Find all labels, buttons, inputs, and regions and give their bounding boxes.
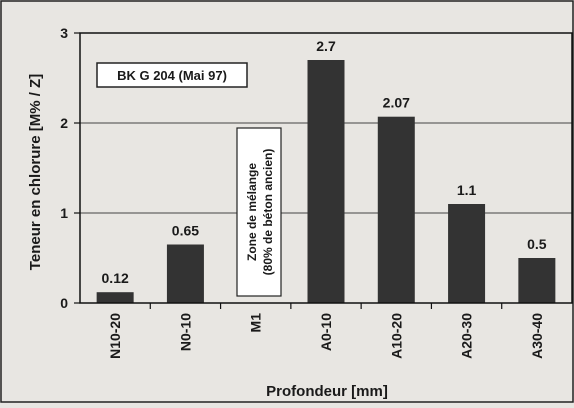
y-axis-ticks: 0 1 2 3 [60, 25, 80, 311]
bar-N10-20 [96, 292, 134, 303]
bar-N0-10 [166, 244, 204, 303]
plot-area-border [79, 32, 573, 304]
y-tick-label-0: 0 [60, 295, 68, 311]
bar-A30-40 [518, 258, 556, 303]
x-tick-label-A20-30: A20-30 [459, 313, 475, 359]
x-axis-ticks: N10-20 N0-10 M1 A0-10 A10-20 A20-30 A30-40 [107, 303, 545, 359]
x-axis-label: Profondeur [mm] [266, 383, 388, 400]
legend-box: BK G 204 (Mai 97) [96, 62, 248, 88]
x-tick-label-A0-10: A0-10 [318, 313, 334, 351]
legend-text: BK G 204 (Mai 97) [117, 68, 227, 83]
zone-label-line2: (80% de béton ancien) [261, 149, 275, 276]
y-tick-label-2: 2 [60, 115, 68, 131]
bars [96, 60, 556, 303]
data-label-A30-40: 0.5 [527, 236, 547, 252]
x-tick-label-A10-20: A10-20 [388, 313, 404, 359]
bar-A10-20 [377, 116, 415, 303]
mixing-zone-annotation: Zone de mélange (80% de béton ancien) [236, 127, 282, 297]
data-label-A20-30: 1.1 [457, 182, 477, 198]
x-tick-label-N10-20: N10-20 [107, 313, 123, 359]
bar-A20-30 [448, 204, 486, 303]
x-tick-label-M1: M1 [248, 313, 264, 333]
y-tick-label-3: 3 [60, 25, 68, 41]
data-label-A10-20: 2.07 [383, 95, 410, 111]
data-label-N10-20: 0.12 [102, 270, 129, 286]
y-tick-label-1: 1 [60, 205, 68, 221]
data-label-A0-10: 2.7 [316, 38, 336, 54]
x-tick-label-A30-40: A30-40 [529, 313, 545, 359]
data-labels: 0.12 0.65 2.7 2.07 1.1 0.5 [102, 38, 547, 286]
bar-A0-10 [307, 60, 345, 303]
data-label-N0-10: 0.65 [172, 223, 199, 239]
zone-label-line1: Zone de mélange [245, 163, 259, 261]
y-axis-label: Teneur en chlorure [M% / Z] [27, 74, 44, 270]
x-tick-label-N0-10: N0-10 [177, 313, 193, 351]
